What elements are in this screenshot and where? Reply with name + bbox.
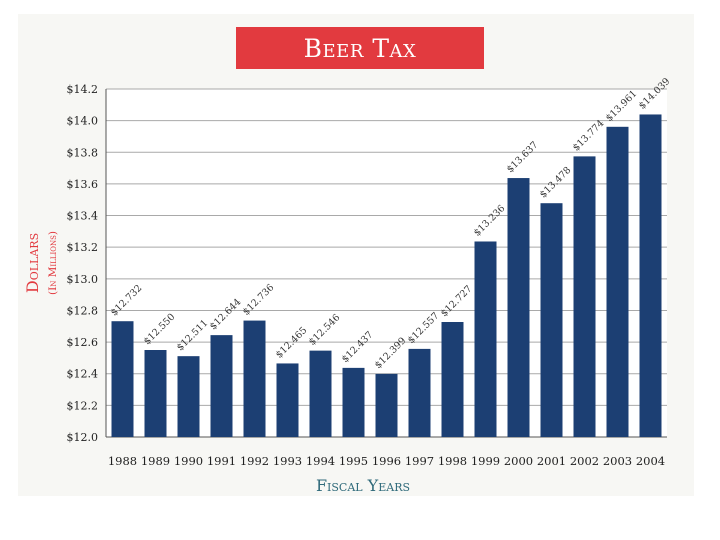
y-tick-label: $12.2: [67, 399, 99, 412]
chart-title-banner: Beer Tax: [236, 27, 484, 69]
y-tick-label: $14.0: [67, 115, 99, 128]
bar-1996: [375, 373, 398, 437]
x-tick-label: 1991: [207, 454, 236, 468]
y-tick-label: $13.4: [67, 210, 99, 223]
bar-1995: [342, 367, 365, 437]
x-tick-label: 1993: [273, 454, 302, 468]
bar-1992: [243, 320, 266, 437]
x-tick-label: 1989: [141, 454, 170, 468]
bar-1998: [441, 322, 464, 437]
bar-1991: [210, 335, 233, 437]
x-tick-label: 2004: [636, 454, 665, 468]
chart-title: Beer Tax: [303, 33, 417, 63]
y-axis-subtitle: (In Millions): [47, 231, 59, 295]
bar-1994: [309, 350, 332, 437]
bar-1993: [276, 363, 299, 437]
bar-1997: [408, 348, 431, 437]
x-tick-label: 1995: [339, 454, 368, 468]
bar-2003: [606, 126, 629, 438]
x-tick-label: 1996: [372, 454, 401, 468]
y-tick-label: $13.2: [67, 241, 99, 254]
bar-2001: [540, 203, 563, 437]
bar-2002: [573, 156, 596, 438]
y-tick-label: $12.0: [67, 431, 99, 444]
x-tick-label: 1988: [108, 454, 137, 468]
bar-1990: [177, 356, 200, 437]
y-tick-label: $13.8: [67, 146, 99, 159]
y-tick-label: $14.2: [67, 83, 99, 96]
y-axis-title: Dollars: [23, 233, 42, 293]
x-tick-label: 2001: [537, 454, 566, 468]
x-tick-label: 1999: [471, 454, 500, 468]
x-tick-label: 1990: [174, 454, 203, 468]
y-tick-label: $13.6: [67, 178, 99, 191]
y-tick-label: $12.8: [67, 304, 99, 317]
bar-1989: [144, 350, 167, 437]
y-tick-label: $12.4: [67, 368, 99, 381]
x-tick-label: 2002: [570, 454, 599, 468]
x-axis-title: Fiscal Years: [316, 476, 410, 495]
y-tick-label: $13.0: [67, 273, 99, 286]
x-tick-label: 1998: [438, 454, 467, 468]
bar-1999: [474, 241, 497, 437]
x-tick-label: 1992: [240, 454, 269, 468]
bar-1988: [111, 321, 134, 437]
x-tick-label: 2000: [504, 454, 533, 468]
x-tick-label: 1997: [405, 454, 434, 468]
y-tick-label: $12.6: [67, 336, 99, 349]
bar-2000: [507, 178, 530, 437]
bar-2004: [639, 114, 662, 437]
x-tick-label: 1994: [306, 454, 335, 468]
x-tick-label: 2003: [603, 454, 632, 468]
